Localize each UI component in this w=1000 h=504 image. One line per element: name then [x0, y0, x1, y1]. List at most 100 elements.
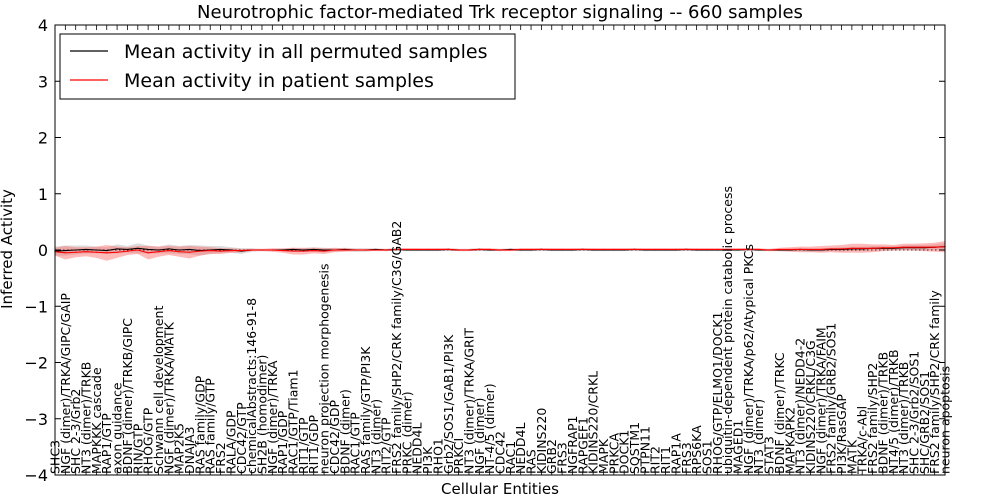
x-tick-label: axon guidance — [110, 382, 125, 474]
y-tick-label: −2 — [24, 354, 48, 373]
data-point-patient — [654, 248, 656, 251]
x-tick-label: NEDD4L — [410, 423, 425, 474]
data-point-patient — [333, 249, 336, 251]
x-tick-label: KIDINS220 — [534, 408, 549, 474]
data-point-patient — [571, 248, 574, 251]
data-point-permuted — [292, 248, 294, 251]
x-tick-label: BDNF (dimer)/TRKB/GIPC — [120, 318, 135, 474]
y-tick-label: −1 — [24, 297, 48, 316]
data-point-patient — [126, 250, 129, 252]
data-point-patient — [737, 248, 739, 251]
data-point-patient — [271, 249, 273, 251]
data-point-permuted — [313, 248, 315, 251]
x-tick-label: RIT1 — [658, 446, 673, 474]
x-tick-label: DNAJA3 — [182, 427, 197, 475]
x-tick-label: RIT1/GTP — [296, 417, 311, 474]
x-tick-label: PRKCI — [451, 438, 466, 474]
data-point-patient — [240, 249, 242, 252]
x-tick-label: FRS2 family/SHP2/CRK family/C3G/GAB2 — [389, 221, 404, 474]
data-point-patient — [302, 250, 304, 252]
data-point-patient — [623, 248, 625, 251]
data-point-permuted — [178, 249, 180, 251]
x-tick-label: KIDINS220/CRKL — [586, 371, 601, 474]
data-point-patient — [861, 247, 863, 249]
data-point-patient — [147, 252, 149, 254]
x-tick-label: RAC1 — [503, 441, 518, 474]
data-point-patient — [778, 248, 781, 251]
data-point-patient — [820, 248, 822, 251]
x-tick-label: NT4/5 (dimer)/TRKB — [886, 349, 901, 474]
x-tick-label: RAS family/GDP — [192, 375, 207, 474]
data-point-patient — [95, 251, 97, 253]
legend-label-permuted: Mean activity in all permuted samples — [124, 41, 487, 63]
data-point-patient — [789, 248, 791, 251]
x-tick-label: FRS3 — [679, 442, 694, 474]
x-tick-label: SOS1 — [699, 440, 714, 474]
x-tick-label: NT3 (dimer) — [368, 399, 383, 474]
data-point-patient — [551, 248, 553, 251]
x-tick-label: RAS — [524, 449, 539, 474]
data-point-permuted — [302, 249, 304, 251]
x-tick-label: NGF (dimer)/TRKA/GIPC/GAIP — [58, 293, 73, 474]
data-point-patient — [727, 248, 729, 251]
x-tick-label: TRKA/c-Abl — [855, 406, 870, 475]
data-point-patient — [261, 249, 263, 251]
y-axis-label: Inferred Activity — [0, 189, 16, 309]
x-tick-label: NGFRAP1 — [565, 416, 580, 474]
x-tick-label: STAT3 — [762, 436, 777, 474]
data-point-patient — [188, 251, 191, 253]
data-point-patient — [458, 249, 460, 251]
data-point-permuted — [64, 249, 66, 252]
x-tick-label: neuron projection morphogenesis — [317, 263, 332, 474]
data-point-permuted — [323, 249, 325, 251]
data-point-patient — [675, 248, 677, 251]
data-point-patient — [499, 249, 501, 251]
x-tick-label: RHOG/GTP/ELMO1/DOCK1 — [710, 312, 725, 474]
data-point-patient — [509, 249, 511, 251]
x-tick-label: SHC 2-3/Grb2 — [68, 389, 83, 474]
data-point-patient — [809, 248, 812, 251]
data-point-permuted — [116, 248, 118, 250]
x-tick-label: PRKC (dimer) — [399, 391, 414, 474]
x-tick-label: NGF (dimer)/TRKA — [265, 360, 280, 474]
x-tick-label: NT3 (dimer)/TRKB — [79, 362, 94, 474]
data-point-patient — [768, 249, 770, 251]
data-point-patient — [747, 248, 749, 251]
x-tick-label: FRS2 family/SHP2/CRK family — [927, 290, 942, 474]
x-tick-label: SHC/GRB2/SOS1 — [917, 371, 932, 474]
data-point-patient — [540, 248, 542, 251]
x-tick-label: PI3K/RasGAP — [834, 394, 849, 474]
x-tick-label: PRKCA — [606, 433, 621, 474]
x-tick-label: MAPKAPK2 — [782, 407, 797, 474]
data-point-patient — [106, 252, 108, 254]
x-tick-label: GRB2 — [544, 439, 559, 474]
x-tick-label: RAS family/GTP — [203, 378, 218, 474]
data-point-permuted — [85, 248, 87, 251]
x-tick-label: RHO1 — [430, 438, 445, 474]
data-point-patient — [282, 249, 284, 252]
data-point-permuted — [147, 248, 149, 251]
x-tick-label: NT3 (dimer)/NEDD4-2 — [793, 338, 808, 474]
data-point-permuted — [137, 247, 139, 249]
data-point-patient — [292, 250, 294, 252]
x-tick-label: SHC3 — [48, 440, 63, 474]
x-tick-label: MAPK — [596, 438, 611, 474]
series-lines — [54, 246, 946, 254]
confidence-bands — [55, 241, 945, 261]
x-tick-label: RIT2 — [648, 446, 663, 474]
data-point-patient — [406, 248, 408, 251]
x-tick-label: BDNF (dimer) — [337, 389, 352, 474]
data-point-patient — [592, 248, 594, 251]
data-point-patient — [892, 247, 894, 249]
data-point-patient — [716, 248, 718, 251]
data-point-patient — [644, 248, 646, 251]
data-point-patient — [137, 249, 139, 251]
data-point-patient — [633, 248, 636, 251]
data-point-permuted — [126, 248, 129, 251]
x-tick-label: NEDD4L — [513, 423, 528, 474]
y-tick-label: 1 — [38, 185, 48, 204]
x-tick-label: ubiquitin-dependent protein catabolic pr… — [720, 186, 735, 474]
data-point-patient — [903, 246, 905, 248]
